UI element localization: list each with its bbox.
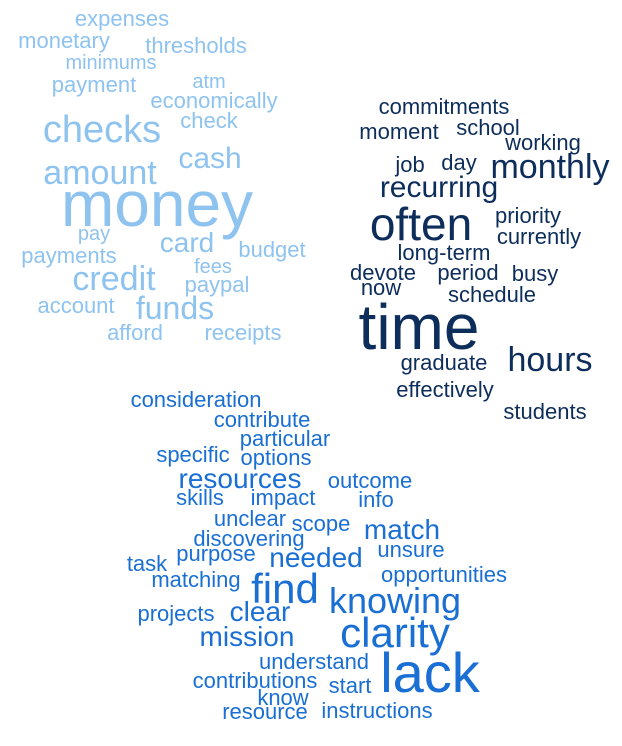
cloud-word: moment: [359, 119, 439, 144]
cloud-word: long-term: [397, 240, 491, 265]
cloud-word: commitments: [378, 94, 510, 119]
cloud-word: busy: [511, 261, 559, 286]
cloud-word: particular: [239, 426, 331, 451]
cloud-word: paypal: [184, 272, 250, 297]
cloud-word: contributions: [192, 668, 318, 693]
cloud-word: matching: [151, 567, 241, 592]
cloud-word: know: [257, 685, 309, 710]
cloud-word: card: [159, 227, 215, 258]
cloud-word: budget: [238, 237, 306, 262]
cloud-word: now: [360, 275, 402, 300]
cloud-word: skills: [176, 485, 224, 510]
cloud-word: clear: [229, 596, 291, 627]
cloud-word: afford: [107, 320, 163, 345]
cloud-word: find: [251, 565, 319, 612]
cloud-word: period: [437, 260, 499, 285]
cloud-word: unsure: [377, 537, 445, 562]
cloud-word: currently: [496, 224, 582, 249]
cloud-word: instructions: [321, 698, 433, 723]
cloud-word: outcome: [327, 468, 413, 493]
cloud-word: info: [358, 487, 394, 512]
cloud-word: recurring: [379, 171, 499, 204]
cloud-word: purpose: [176, 541, 256, 566]
cloud-word: job: [395, 152, 425, 177]
cloud-word: lack: [380, 641, 480, 704]
cloud-word: resource: [222, 699, 308, 724]
cloud-word: devote: [349, 260, 417, 285]
cloud-word: unclear: [213, 506, 287, 531]
cloud-word: contribute: [213, 407, 311, 432]
cloud-word: time: [358, 291, 480, 363]
cloud-word: mission: [199, 621, 295, 652]
cloud-word: scope: [291, 511, 351, 536]
cloud-word: students: [503, 399, 587, 424]
cloud-word: payment: [51, 72, 137, 97]
cloud-word: minimums: [65, 52, 157, 74]
cloud-word: understand: [258, 649, 370, 674]
cloud-word: thresholds: [145, 33, 247, 58]
cloud-word: cash: [178, 142, 242, 175]
cloud-word: monthly: [490, 148, 610, 186]
cloud-word: graduate: [400, 350, 488, 375]
cloud-word: clarity: [340, 609, 450, 656]
cloud-word: task: [126, 551, 168, 576]
cloud-word: checks: [42, 109, 162, 151]
cloud-word: priority: [494, 203, 562, 228]
cloud-word: consideration: [130, 387, 262, 412]
cloud-word: check: [180, 108, 238, 133]
cloud-word: discovering: [193, 526, 305, 551]
cloud-word: pay: [77, 223, 111, 245]
cloud-word: fees: [194, 256, 232, 278]
cloud-word: economically: [150, 88, 278, 113]
cloud-word: day: [441, 150, 477, 175]
cloud-word: money: [60, 168, 254, 240]
cloud-word: start: [328, 673, 372, 698]
cloud-word: impact: [250, 485, 316, 510]
cloud-word: monetary: [18, 28, 110, 53]
cloud-word: expenses: [74, 6, 170, 31]
cloud-word: school: [456, 115, 520, 140]
cloud-word: schedule: [447, 282, 537, 307]
cloud-word: knowing: [328, 580, 462, 621]
cloud-word: account: [37, 293, 115, 318]
cloud-word: amount: [43, 154, 157, 192]
cloud-word: credit: [72, 260, 156, 298]
cloud-word: effectively: [396, 377, 494, 402]
cloud-word: atm: [192, 71, 226, 93]
cloud-word: specific: [156, 442, 230, 467]
cloud-word: match: [363, 514, 441, 545]
cloud-word: funds: [135, 290, 215, 326]
cloud-word: working: [505, 130, 581, 155]
cloud-word: needed: [269, 542, 363, 573]
cloud-word: resources: [178, 463, 302, 494]
cloud-word: often: [369, 198, 473, 250]
cloud-word: options: [240, 445, 312, 470]
cloud-word: receipts: [204, 320, 282, 345]
cloud-word: projects: [137, 601, 215, 626]
cloud-word: hours: [507, 341, 593, 379]
cloud-word: payments: [21, 243, 117, 268]
cloud-word: opportunities: [381, 562, 507, 587]
